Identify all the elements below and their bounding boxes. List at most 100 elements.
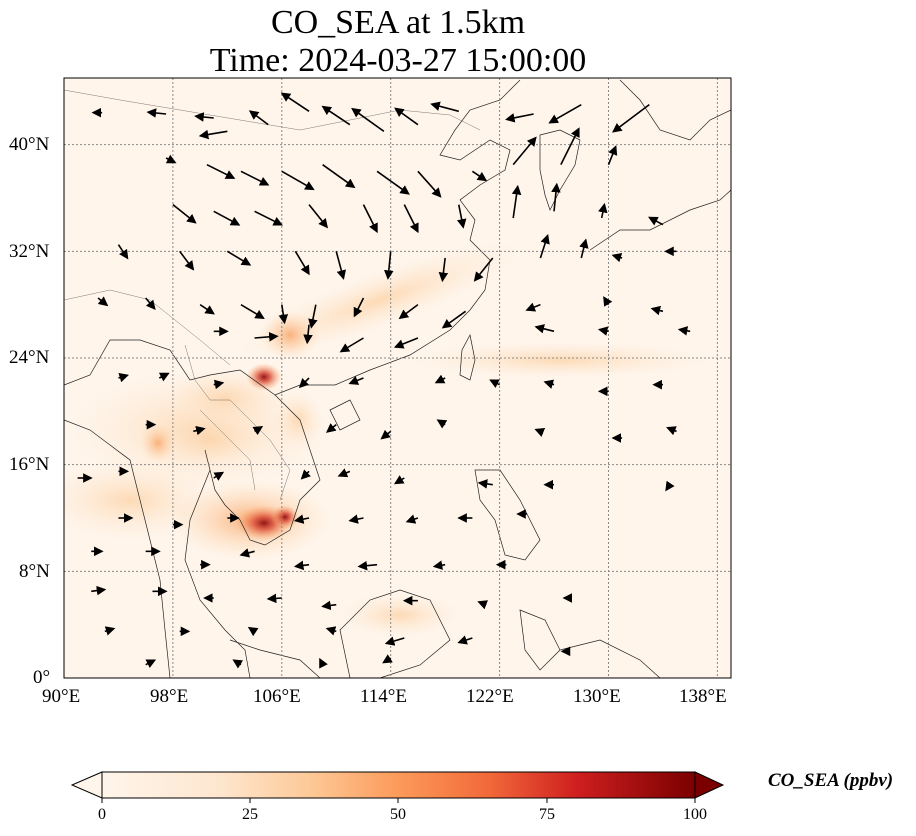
wind-arrow: [118, 373, 129, 383]
wind-arrow: [198, 129, 228, 140]
wind-arrow: [511, 184, 522, 219]
co-concentration-field: [64, 242, 710, 637]
wind-arrow: [308, 304, 318, 329]
wind-arrow: [280, 92, 310, 112]
wind-arrow: [384, 636, 405, 646]
wind-arrow: [403, 204, 419, 234]
wind-arrow: [489, 379, 500, 389]
wind-arrow: [146, 108, 167, 118]
wind-arrow: [293, 514, 310, 524]
wind-arrow: [648, 216, 664, 226]
lat-tick-16: 16°N: [9, 454, 50, 475]
lon-tick-90: 90°E: [42, 686, 81, 707]
wind-arrow: [598, 202, 608, 219]
wind-arrow: [417, 170, 442, 198]
wind-arrow: [384, 251, 394, 280]
wind-arrow: [376, 170, 410, 195]
wind-arrow: [353, 297, 365, 318]
wind-arrow: [543, 379, 555, 389]
lon-tick-138: 138°E: [679, 686, 727, 707]
colorbar-label: CO_SEA (ppbv): [768, 770, 894, 791]
wind-arrow: [393, 475, 405, 485]
wind-arrow: [165, 154, 177, 164]
wind-vectors: [77, 92, 691, 669]
wind-arrow: [441, 310, 467, 329]
wind-arrow: [551, 182, 561, 212]
lon-tick-130: 130°E: [573, 686, 621, 707]
lat-tick-0: 0°: [33, 667, 51, 688]
wind-arrow: [145, 659, 157, 669]
wind-arrow: [294, 250, 310, 276]
colorbar-tick-50: 50: [390, 806, 406, 823]
wind-arrow: [300, 469, 311, 480]
wind-arrow: [603, 296, 613, 307]
wind-arrow: [337, 468, 351, 478]
colorbar-max-extend: [694, 771, 725, 799]
wind-arrow: [477, 600, 488, 610]
wind-arrow: [405, 514, 419, 524]
wind-arrow: [398, 304, 419, 320]
wind-arrow: [239, 548, 255, 558]
wind-arrow: [322, 164, 356, 189]
wind-arrow: [611, 253, 623, 263]
wind-arrow: [579, 238, 589, 259]
wind-arrow: [281, 170, 315, 191]
wind-arrow: [252, 425, 264, 436]
wind-arrow: [247, 626, 259, 637]
wind-arrow: [226, 250, 252, 266]
wind-arrow: [158, 372, 170, 382]
wind-arrow: [456, 204, 467, 229]
lon-tick-98: 98°E: [150, 686, 189, 707]
wind-arrow: [380, 429, 392, 440]
wind-arrow: [348, 375, 364, 385]
wind-arrow: [560, 127, 580, 166]
wind-arrow: [525, 302, 541, 312]
map-title: CO_SEA at 1.5km: [270, 4, 526, 41]
wind-arrow: [339, 337, 364, 353]
wind-arrow: [194, 112, 214, 122]
wind-arrow: [319, 657, 328, 669]
wind-arrow: [179, 250, 195, 271]
wind-arrow: [666, 426, 677, 436]
wind-arrow: [548, 103, 582, 124]
wind-arrow: [393, 337, 419, 349]
gridlines: [64, 78, 731, 678]
colorbar: [70, 771, 725, 803]
wind-arrow: [97, 296, 109, 307]
wind-arrow: [303, 324, 313, 345]
wind-arrow: [436, 419, 448, 429]
wind-arrow: [213, 379, 225, 390]
map-frame: [63, 77, 732, 679]
wind-arrow: [665, 480, 675, 492]
wind-arrow: [193, 425, 206, 436]
wind-arrow: [432, 560, 446, 570]
wind-arrow: [534, 324, 555, 334]
wind-arrow: [325, 423, 337, 433]
wind-arrow: [240, 170, 270, 186]
wind-arrow: [612, 104, 650, 133]
wind-arrow: [145, 297, 156, 311]
lat-tick-32: 32°N: [9, 241, 50, 262]
wind-arrow: [362, 204, 378, 234]
wind-arrow: [382, 654, 393, 664]
lat-tick-40: 40°N: [9, 134, 50, 155]
wind-arrow: [254, 332, 279, 342]
colorbar-tick-25: 25: [242, 806, 258, 823]
wind-arrow: [335, 251, 347, 280]
wind-arrow: [240, 303, 265, 319]
lon-tick-122: 122°E: [466, 686, 514, 707]
colorbar-tick-100: 100: [683, 806, 707, 823]
wind-arrow: [325, 626, 337, 636]
wind-arrow: [104, 626, 116, 636]
wind-arrow: [298, 377, 310, 389]
wind-arrow: [199, 304, 215, 315]
wind-arrow: [254, 210, 284, 226]
map-subtitle: Time: 2024-03-27 15:00:00: [209, 42, 587, 79]
wind-arrow: [278, 304, 289, 325]
wind-arrow: [394, 107, 419, 126]
wind-arrow: [539, 233, 550, 259]
wind-arrow: [457, 635, 473, 645]
wind-arrow: [348, 514, 364, 524]
wind-arrow: [351, 107, 385, 132]
wind-arrow: [117, 244, 129, 260]
